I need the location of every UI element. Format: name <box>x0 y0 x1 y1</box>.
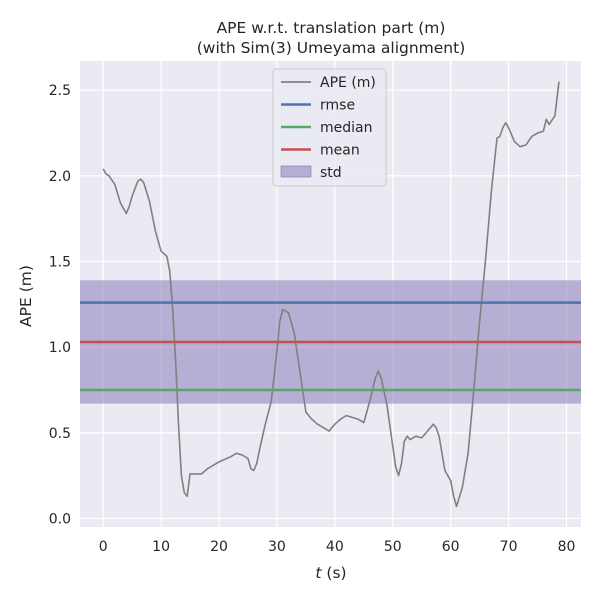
x-tick-label: 50 <box>384 539 402 555</box>
x-tick-label: 10 <box>152 539 170 555</box>
x-tick-label: 0 <box>99 539 108 555</box>
y-tick-label: 0.5 <box>49 426 71 442</box>
legend-label-ape: APE (m) <box>320 75 376 91</box>
x-tick-label: 80 <box>558 539 576 555</box>
axes: 0 10 20 30 40 50 60 70 80 0.0 0.5 1.0 1.5 2.0 2.5 <box>49 83 576 555</box>
legend-label-mean: mean <box>320 143 360 159</box>
x-tick-label: 20 <box>210 539 228 555</box>
legend-swatch-std <box>280 165 312 178</box>
x-tick-label: 30 <box>268 539 286 555</box>
y-tick-label: 2.0 <box>49 169 71 185</box>
x-tick-label: 60 <box>442 539 460 555</box>
legend-label-median: median <box>320 120 372 136</box>
chart-subtitle: (with Sim(3) Umeyama alignment) <box>197 39 466 57</box>
x-axis-label-unit: (s) <box>321 564 346 582</box>
legend-box <box>272 68 387 187</box>
legend-label-std: std <box>320 165 342 181</box>
x-axis-label: t (s) <box>315 564 346 582</box>
y-tick-label: 1.0 <box>49 340 71 356</box>
y-tick-label: 1.5 <box>49 254 71 270</box>
x-axis-label-variable: t <box>315 564 322 582</box>
x-tick-label: 70 <box>500 539 518 555</box>
y-axis-label: APE (m) <box>17 265 35 327</box>
ape-series-line <box>102 81 560 508</box>
y-tick-label: 0.0 <box>49 511 71 527</box>
chart-title: APE w.r.t. translation part (m) <box>217 19 446 37</box>
y-tick-label: 2.5 <box>49 83 71 99</box>
legend-label-rmse: rmse <box>320 98 355 114</box>
x-tick-label: 40 <box>326 539 344 555</box>
legend: APE (m) rmse median mean std <box>272 68 387 187</box>
